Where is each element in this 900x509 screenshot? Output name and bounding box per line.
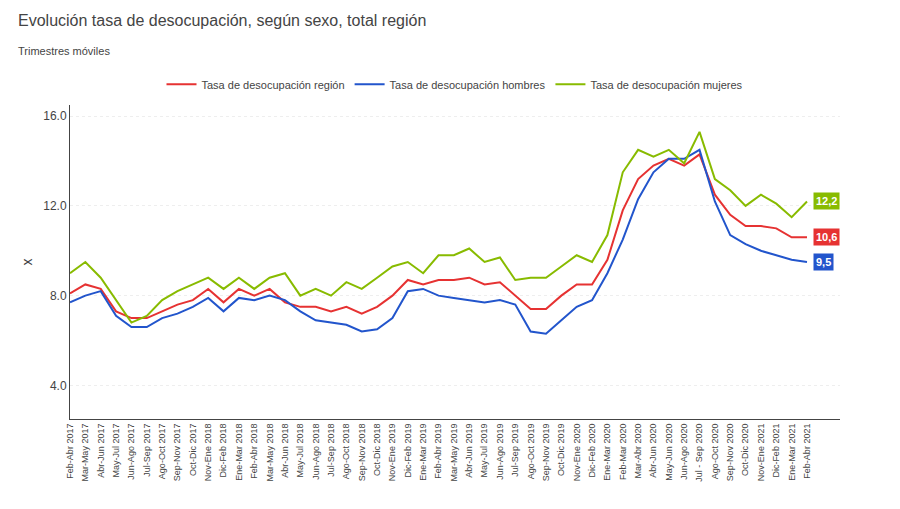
svg-text:Dic-Feb 2021: Dic-Feb 2021 — [771, 424, 781, 478]
svg-text:Nov-Ene 2019: Nov-Ene 2019 — [387, 424, 397, 482]
svg-text:Ago-Oct 2018: Ago-Oct 2018 — [341, 424, 351, 480]
svg-text:Abr-Jun 2020: Abr-Jun 2020 — [648, 424, 658, 478]
svg-text:Jun-Ago 2017: Jun-Ago 2017 — [126, 424, 136, 480]
svg-text:Ene-Mar 2019: Ene-Mar 2019 — [418, 424, 428, 481]
svg-text:Ene-Mar 2018: Ene-Mar 2018 — [234, 424, 244, 481]
svg-text:Abr-Jun 2017: Abr-Jun 2017 — [96, 424, 106, 478]
svg-text:Dic-Feb 2020: Dic-Feb 2020 — [587, 424, 597, 478]
svg-text:Dic-Feb 2018: Dic-Feb 2018 — [218, 424, 228, 478]
svg-text:Sep-Nov 2019: Sep-Nov 2019 — [541, 424, 551, 482]
svg-text:Oct-Dic 2020: Oct-Dic 2020 — [741, 424, 751, 477]
svg-text:Sep-Nov 2020: Sep-Nov 2020 — [725, 424, 735, 482]
svg-text:Feb-Abr 2017: Feb-Abr 2017 — [65, 424, 75, 479]
svg-text:Oct-Dic 2017: Oct-Dic 2017 — [188, 424, 198, 477]
svg-text:8.0: 8.0 — [50, 289, 67, 303]
svg-text:Nov-Ene 2021: Nov-Ene 2021 — [756, 424, 766, 482]
svg-text:Abr-Jun 2018: Abr-Jun 2018 — [280, 424, 290, 478]
svg-text:Sep-Nov 2018: Sep-Nov 2018 — [357, 424, 367, 482]
svg-text:Mar-May 2017: Mar-May 2017 — [80, 424, 90, 482]
svg-text:Jul - Sep 2020: Jul - Sep 2020 — [694, 424, 704, 482]
svg-text:May-Jun 2020: May-Jun 2020 — [664, 424, 674, 481]
svg-text:Mar-May 2018: Mar-May 2018 — [265, 424, 275, 482]
svg-text:Abr-Jun 2019: Abr-Jun 2019 — [464, 424, 474, 478]
svg-text:Trimestres móviles: Trimestres móviles — [18, 45, 110, 57]
svg-text:Mar-Abr 2020: Mar-Abr 2020 — [633, 424, 643, 479]
svg-text:Oct-Dic 2019: Oct-Dic 2019 — [556, 424, 566, 477]
svg-text:Jul-Sep 2017: Jul-Sep 2017 — [142, 424, 152, 477]
svg-text:Evolución tasa de desocupación: Evolución tasa de desocupación, según se… — [18, 12, 426, 29]
svg-text:12.0: 12.0 — [43, 199, 67, 213]
svg-text:Ago-Oct 2020: Ago-Oct 2020 — [710, 424, 720, 480]
svg-text:Tasa de desocupación región: Tasa de desocupación región — [202, 79, 345, 91]
svg-text:Dic-Feb 2019: Dic-Feb 2019 — [403, 424, 413, 478]
svg-text:May-Jul 2017: May-Jul 2017 — [111, 424, 121, 478]
svg-text:Feb-Abr 2018: Feb-Abr 2018 — [249, 424, 259, 479]
svg-text:Oct-Dic 2018: Oct-Dic 2018 — [372, 424, 382, 477]
svg-text:May-Jul 2019: May-Jul 2019 — [479, 424, 489, 478]
svg-text:Jul-Sep 2019: Jul-Sep 2019 — [510, 424, 520, 477]
svg-text:Tasa de desocupación mujeres: Tasa de desocupación mujeres — [590, 79, 742, 91]
svg-text:10,6: 10,6 — [816, 231, 837, 243]
svg-text:May-Jul 2018: May-Jul 2018 — [295, 424, 305, 478]
svg-text:16.0: 16.0 — [43, 109, 67, 123]
svg-text:12,2: 12,2 — [816, 195, 837, 207]
svg-text:Ene-Mar 2021: Ene-Mar 2021 — [787, 424, 797, 481]
svg-text:Ago-Oct 2019: Ago-Oct 2019 — [526, 424, 536, 480]
svg-text:Tasa de desocupación hombres: Tasa de desocupación hombres — [390, 79, 546, 91]
svg-text:Jun-Ago 2018: Jun-Ago 2018 — [311, 424, 321, 480]
svg-text:Nov-Ene 2020: Nov-Ene 2020 — [572, 424, 582, 482]
svg-text:Ene-Mar 2020: Ene-Mar 2020 — [602, 424, 612, 481]
svg-text:Sep-Nov 2017: Sep-Nov 2017 — [172, 424, 182, 482]
svg-text:9,5: 9,5 — [816, 256, 831, 268]
svg-text:Ago-Oct 2017: Ago-Oct 2017 — [157, 424, 167, 480]
svg-text:Jun-Ago 2020: Jun-Ago 2020 — [679, 424, 689, 480]
svg-text:Jun-Ago 2019: Jun-Ago 2019 — [495, 424, 505, 480]
svg-text:Feb-Abr 2021: Feb-Abr 2021 — [802, 424, 812, 479]
svg-text:Jul-Sep 2018: Jul-Sep 2018 — [326, 424, 336, 477]
svg-text:Mar-May 2019: Mar-May 2019 — [449, 424, 459, 482]
svg-text:x: x — [19, 259, 35, 266]
svg-text:Nov-Ene 2018: Nov-Ene 2018 — [203, 424, 213, 482]
svg-text:Feb-Abr 2019: Feb-Abr 2019 — [433, 424, 443, 479]
svg-text:Feb-Mar 2020: Feb-Mar 2020 — [618, 424, 628, 481]
svg-text:4.0: 4.0 — [50, 379, 67, 393]
